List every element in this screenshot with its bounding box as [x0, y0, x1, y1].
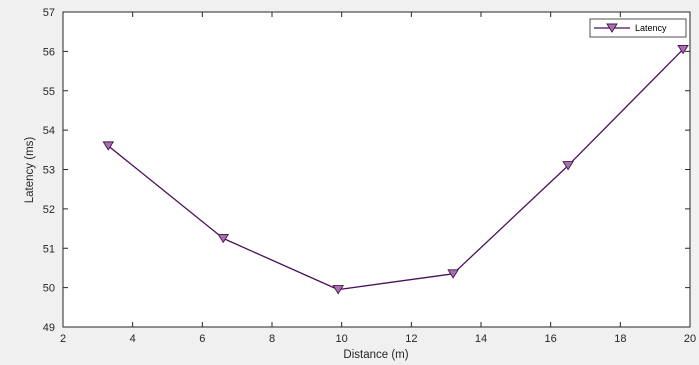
x-tick-label: 14	[475, 333, 487, 345]
x-tick-label: 8	[269, 333, 275, 345]
legend-label: Latency	[635, 23, 667, 33]
y-tick-label: 51	[43, 243, 55, 255]
y-tick-label: 49	[43, 322, 55, 334]
y-tick-label: 54	[43, 125, 55, 137]
x-tick-label: 6	[199, 333, 205, 345]
x-tick-label: 10	[336, 333, 348, 345]
x-tick-label: 12	[405, 333, 417, 345]
x-axis-label: Distance (m)	[343, 349, 408, 361]
y-tick-label: 55	[43, 86, 55, 98]
y-axis-label: Latency (ms)	[24, 137, 36, 204]
x-tick-label: 18	[614, 333, 626, 345]
plot-area	[63, 12, 690, 327]
x-tick-label: 4	[130, 333, 136, 345]
y-tick-label: 52	[43, 204, 55, 216]
x-tick-label: 20	[684, 333, 696, 345]
y-tick-label: 57	[43, 7, 55, 19]
legend: Latency	[590, 19, 686, 37]
y-tick-label: 50	[43, 283, 55, 295]
y-tick-label: 53	[43, 165, 55, 177]
x-tick-label: 2	[60, 333, 66, 345]
y-tick-label: 56	[43, 46, 55, 58]
x-tick-label: 16	[545, 333, 557, 345]
